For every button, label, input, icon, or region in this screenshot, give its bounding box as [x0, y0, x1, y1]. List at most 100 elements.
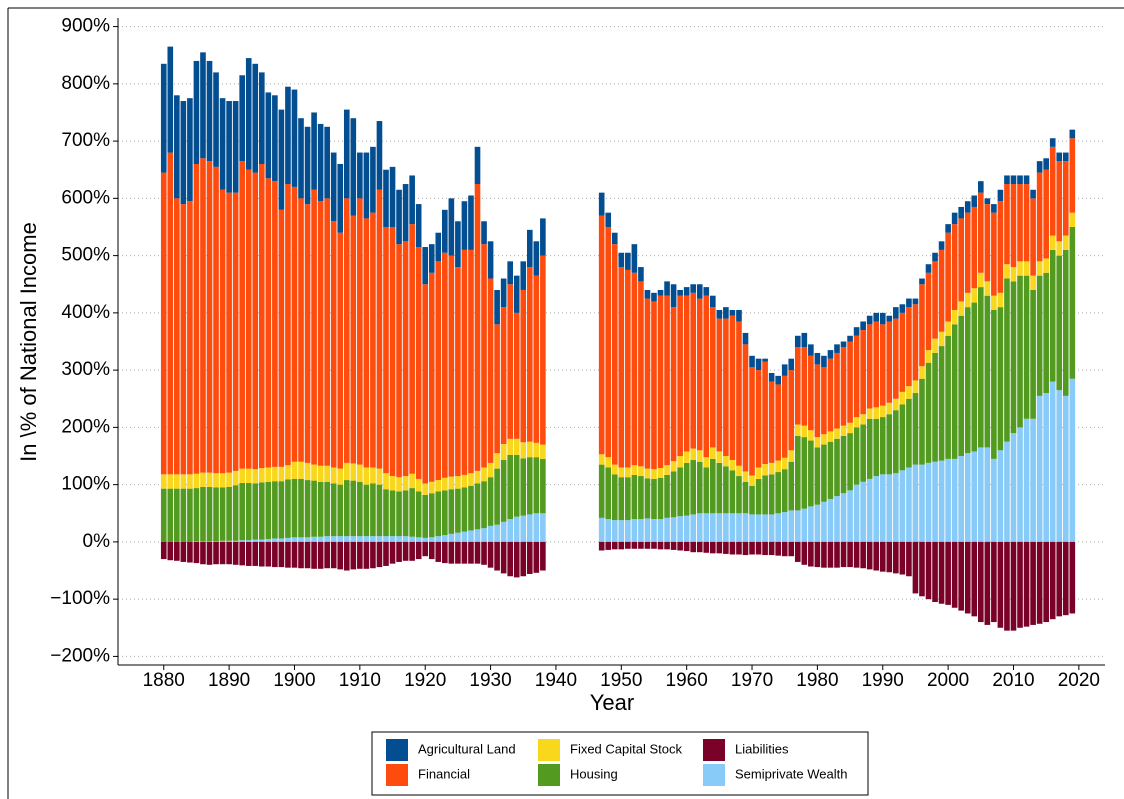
bar-segment [337, 536, 344, 542]
bar-segment [174, 474, 180, 489]
bar-segment [285, 465, 291, 480]
legend-label: Semiprivate Wealth [735, 766, 847, 781]
bar-segment [808, 506, 814, 542]
legend-label: Fixed Capital Stock [570, 741, 682, 756]
x-tick-label: 2010 [992, 670, 1034, 691]
bar-segment [814, 447, 821, 505]
bar-segment [703, 513, 710, 542]
y-tick-label: 200% [61, 416, 110, 437]
bar-segment [723, 541, 729, 554]
bar-segment [906, 298, 912, 308]
y-tick-label: −100% [50, 588, 110, 609]
bar-segment [428, 272, 435, 482]
bar-segment [925, 541, 932, 600]
bar-segment [971, 288, 978, 303]
bar-segment [435, 261, 442, 481]
bar-segment [526, 457, 533, 515]
bar-segment [357, 152, 363, 199]
bar-segment [716, 513, 723, 542]
bar-segment [644, 541, 651, 549]
bar-segment [853, 541, 860, 568]
bar-segment [886, 402, 893, 415]
bar-segment [847, 335, 853, 342]
bar-segment [834, 344, 840, 353]
bar-segment [657, 295, 664, 469]
bar-segment [736, 541, 742, 555]
bar-segment [187, 488, 193, 542]
bar-segment [317, 465, 324, 482]
bar-segment [389, 476, 396, 491]
bar-segment [1010, 267, 1017, 282]
bar-segment [873, 541, 880, 571]
bar-segment [879, 312, 886, 325]
bar-segment [1049, 381, 1056, 542]
bar-segment [1023, 175, 1030, 185]
bar-segment [651, 478, 657, 519]
bar-segment [311, 112, 317, 190]
bar-segment [533, 275, 540, 443]
bar-segment [984, 198, 991, 205]
bar-segment [696, 298, 703, 451]
bar-segment [834, 428, 840, 439]
bar-segment [932, 461, 938, 542]
bar-segment [474, 541, 481, 564]
bar-segment [1069, 378, 1076, 542]
bar-segment [219, 189, 226, 474]
bar-segment [690, 541, 697, 553]
bar-segment [435, 480, 442, 492]
bar-segment [670, 541, 677, 550]
bar-segment [402, 536, 409, 542]
bar-segment [494, 324, 500, 454]
bar-segment [794, 335, 801, 348]
y-tick-label: 900% [61, 16, 110, 37]
bar-segment [291, 541, 298, 568]
bar-segment [258, 164, 265, 469]
bar-segment [821, 355, 827, 368]
bar-segment [723, 456, 729, 467]
bar-segment [768, 372, 775, 382]
bar-segment [317, 123, 324, 202]
bar-segment [860, 541, 866, 569]
bar-segment [324, 126, 330, 199]
bar-segment [696, 513, 703, 542]
bar-segment [781, 512, 788, 542]
bar-segment [625, 541, 631, 549]
bar-segment [350, 536, 357, 542]
bar-segment [925, 264, 932, 273]
bar-segment [860, 481, 866, 542]
bar-segment [330, 541, 337, 569]
bar-segment [847, 541, 853, 568]
bar-segment [625, 269, 631, 468]
bar-segment [860, 414, 866, 425]
bar-segment [664, 517, 670, 542]
bar-segment [964, 212, 971, 293]
bar-segment [997, 307, 1004, 451]
bar-segment [474, 470, 481, 484]
y-axis-title: In \% of National Income [16, 222, 41, 462]
bar-segment [258, 541, 265, 567]
bar-segment [396, 541, 402, 562]
bar-segment [160, 541, 167, 560]
bar-segment [690, 448, 697, 461]
bar-segment [481, 541, 487, 565]
bar-segment [677, 456, 683, 468]
bar-segment [330, 221, 337, 468]
bar-segment [324, 465, 330, 482]
bar-segment [428, 493, 435, 538]
bar-segment [435, 232, 442, 262]
bar-segment [206, 60, 213, 162]
bar-segment [847, 341, 853, 423]
bar-segment [167, 474, 174, 489]
bar-segment [945, 224, 951, 233]
bar-segment [513, 541, 520, 578]
bar-segment [1056, 255, 1063, 391]
bar-segment [533, 442, 540, 458]
bar-segment [265, 467, 272, 482]
bar-segment [618, 252, 625, 268]
bar-segment [964, 201, 971, 213]
bar-segment [245, 169, 252, 469]
bar-segment [945, 335, 951, 459]
bar-segment [226, 101, 232, 193]
bar-segment [651, 292, 657, 302]
bar-segment [951, 310, 958, 325]
